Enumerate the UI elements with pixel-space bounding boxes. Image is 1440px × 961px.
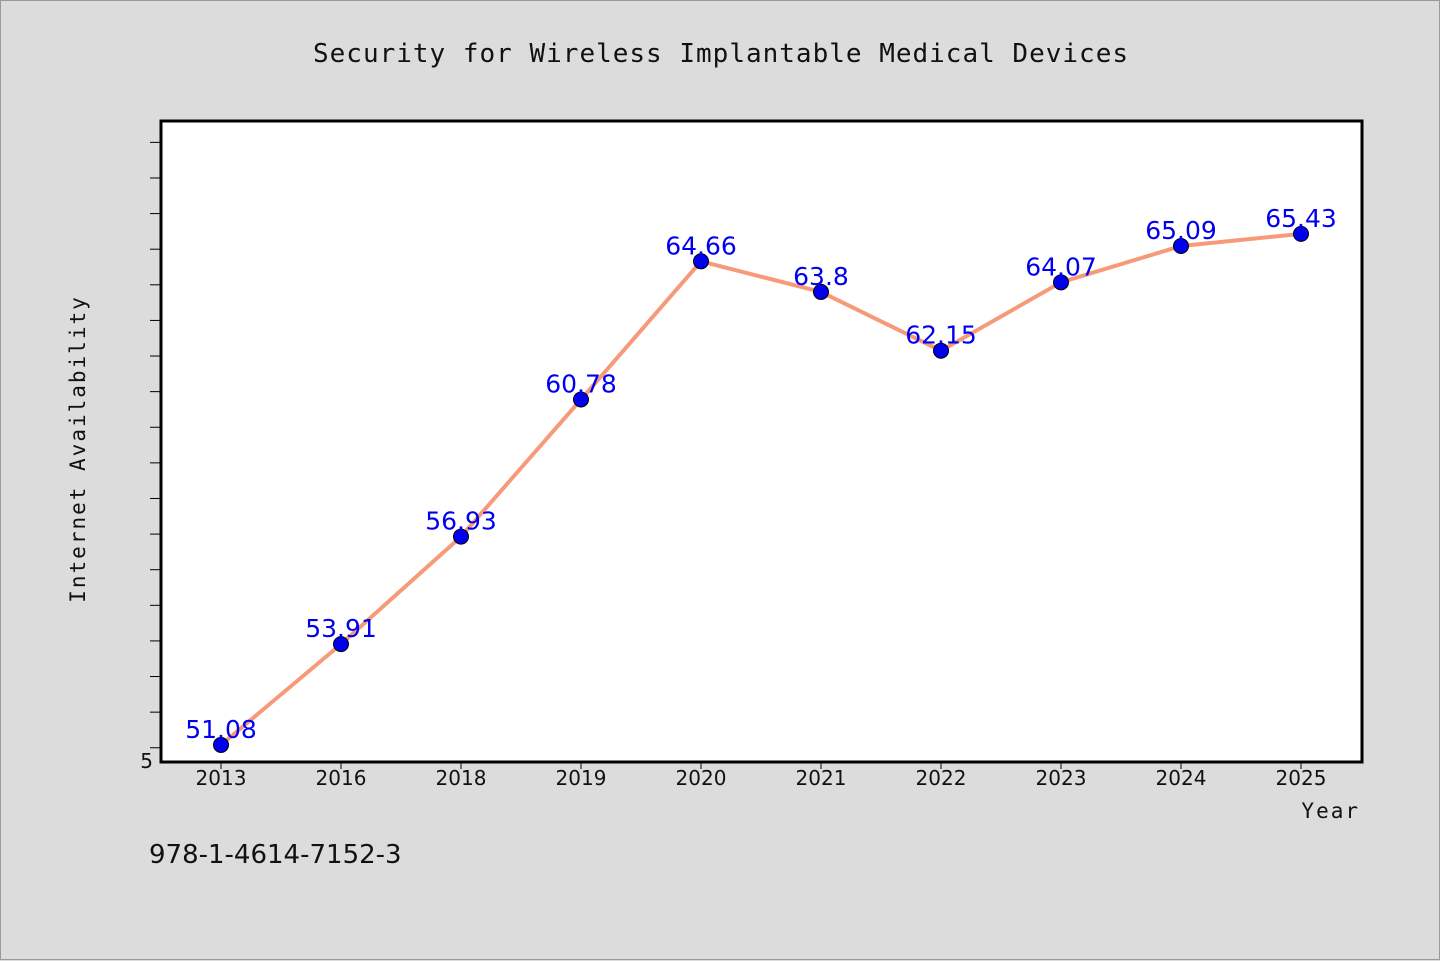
y-axis-title: Internet Availability (66, 295, 90, 603)
data-point (1293, 225, 1309, 242)
data-point (453, 528, 469, 545)
data-label: 65.09 (1145, 216, 1217, 245)
data-label: 63.8 (793, 262, 849, 291)
x-axis-title: Year (1301, 799, 1360, 823)
y-tick-label: 5 (140, 749, 153, 773)
data-label: 60.78 (545, 369, 617, 398)
x-tick-label: 2018 (436, 766, 487, 790)
x-tick-label: 2022 (916, 766, 967, 790)
x-tick-label: 2023 (1036, 766, 1087, 790)
x-tick-label: 2013 (196, 766, 247, 790)
data-point (1053, 274, 1069, 291)
data-point (1173, 237, 1189, 254)
data-label: 65.43 (1265, 204, 1337, 233)
data-label: 56.93 (425, 507, 497, 536)
chart-title: Security for Wireless Implantable Medica… (313, 39, 1129, 69)
data-point (573, 391, 589, 408)
data-label: 62.15 (905, 321, 977, 350)
y-axis-ticks (150, 141, 161, 749)
data-point (213, 736, 229, 753)
x-tick-label: 2020 (676, 766, 727, 790)
data-point (693, 253, 709, 270)
x-tick-label: 2016 (316, 766, 367, 790)
x-tick-label: 2024 (1156, 766, 1207, 790)
data-label: 51.08 (185, 715, 257, 744)
data-label: 64.07 (1025, 252, 1097, 281)
isbn-footer: 978-1-4614-7152-3 (149, 840, 402, 870)
x-axis-ticks: 2013 2016 2018 2019 2020 2021 2022 2023 2024 2025 (196, 762, 1327, 790)
series-layer (213, 225, 1309, 753)
data-label: 53.91 (305, 614, 377, 643)
x-tick-label: 2019 (556, 766, 607, 790)
data-point (933, 342, 949, 359)
x-tick-label: 2021 (796, 766, 847, 790)
data-point (813, 283, 829, 300)
data-point (333, 636, 349, 653)
plot-area (159, 119, 1364, 764)
series-line (219, 231, 1302, 747)
x-tick-label: 2025 (1276, 766, 1327, 790)
data-labels-layer: 51.08 53.91 56.93 60.78 64.66 63.8 62.15 64.07 6… (185, 204, 1337, 744)
data-label: 64.66 (665, 231, 737, 260)
